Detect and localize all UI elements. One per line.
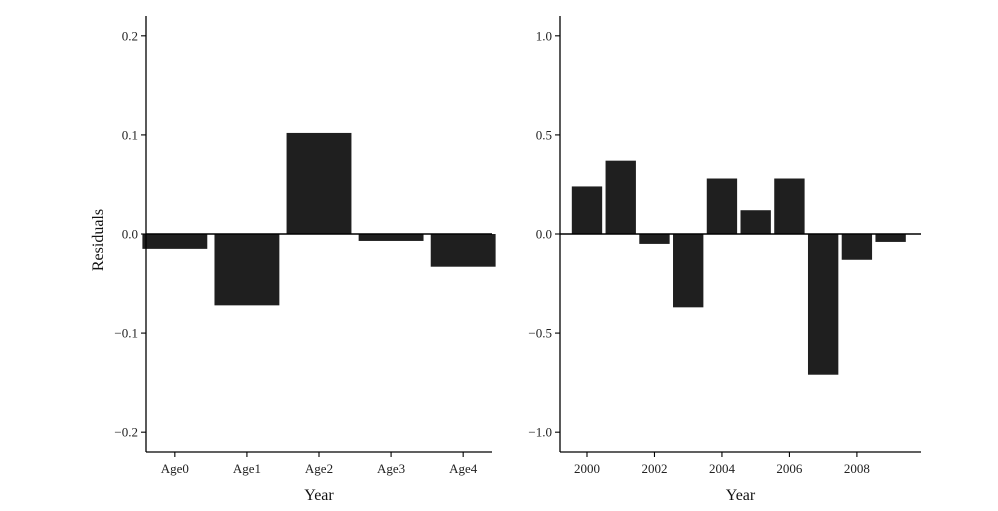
x-tick-label: 2006 [776, 461, 803, 476]
bar [639, 234, 670, 244]
bar [430, 234, 496, 267]
x-tick-label: Age0 [161, 461, 189, 476]
y-tick-label: −0.2 [114, 425, 138, 440]
bar [875, 234, 906, 242]
y-tick-label: −0.5 [528, 326, 552, 341]
bar [740, 210, 771, 234]
bar [706, 178, 738, 234]
y-tick-label: 0.2 [122, 28, 138, 43]
x-tick-label: 2002 [641, 461, 667, 476]
bar [673, 234, 704, 308]
bar [214, 234, 280, 306]
x-tick-label: Age1 [233, 461, 261, 476]
y-axis-title: Residuals [90, 209, 107, 271]
bar [605, 160, 636, 234]
x-axis-title: Year [304, 487, 334, 504]
bar [774, 178, 805, 234]
y-tick-label: 1.0 [536, 28, 552, 43]
bar [142, 234, 208, 249]
x-tick-label: 2004 [709, 461, 736, 476]
y-tick-label: −0.1 [114, 326, 138, 341]
residuals-by-age-panel: −0.2 −0.1 0.0 0.1 0.2 Age0 Age1 Age2 Age3 Age4 Yea… [90, 16, 496, 504]
x-tick-label: Age4 [449, 461, 478, 476]
residuals-by-year-panel: −1.0 −0.5 0.0 0.5 1.0 2000 2002 2004 2006 2008 Yea… [528, 16, 921, 504]
x-tick-label: Age3 [377, 461, 405, 476]
x-tick-label: 2008 [844, 461, 870, 476]
bar [571, 186, 603, 234]
x-tick-label: 2000 [574, 461, 600, 476]
bar [358, 234, 424, 241]
y-tick-label: −1.0 [528, 425, 552, 440]
y-tick-label: 0.0 [536, 227, 552, 242]
y-tick-label: 0.5 [536, 127, 552, 142]
bar [841, 234, 873, 260]
x-axis-title: Year [726, 487, 756, 504]
y-tick-label: 0.1 [122, 127, 138, 142]
bar [286, 132, 352, 234]
bar [807, 234, 839, 375]
x-tick-label: Age2 [305, 461, 333, 476]
y-tick-label: 0.0 [122, 227, 138, 242]
